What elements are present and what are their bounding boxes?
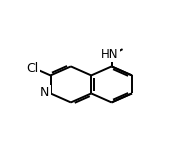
Text: N: N: [40, 86, 50, 99]
Text: HN: HN: [101, 48, 118, 61]
Text: Cl: Cl: [26, 62, 39, 75]
